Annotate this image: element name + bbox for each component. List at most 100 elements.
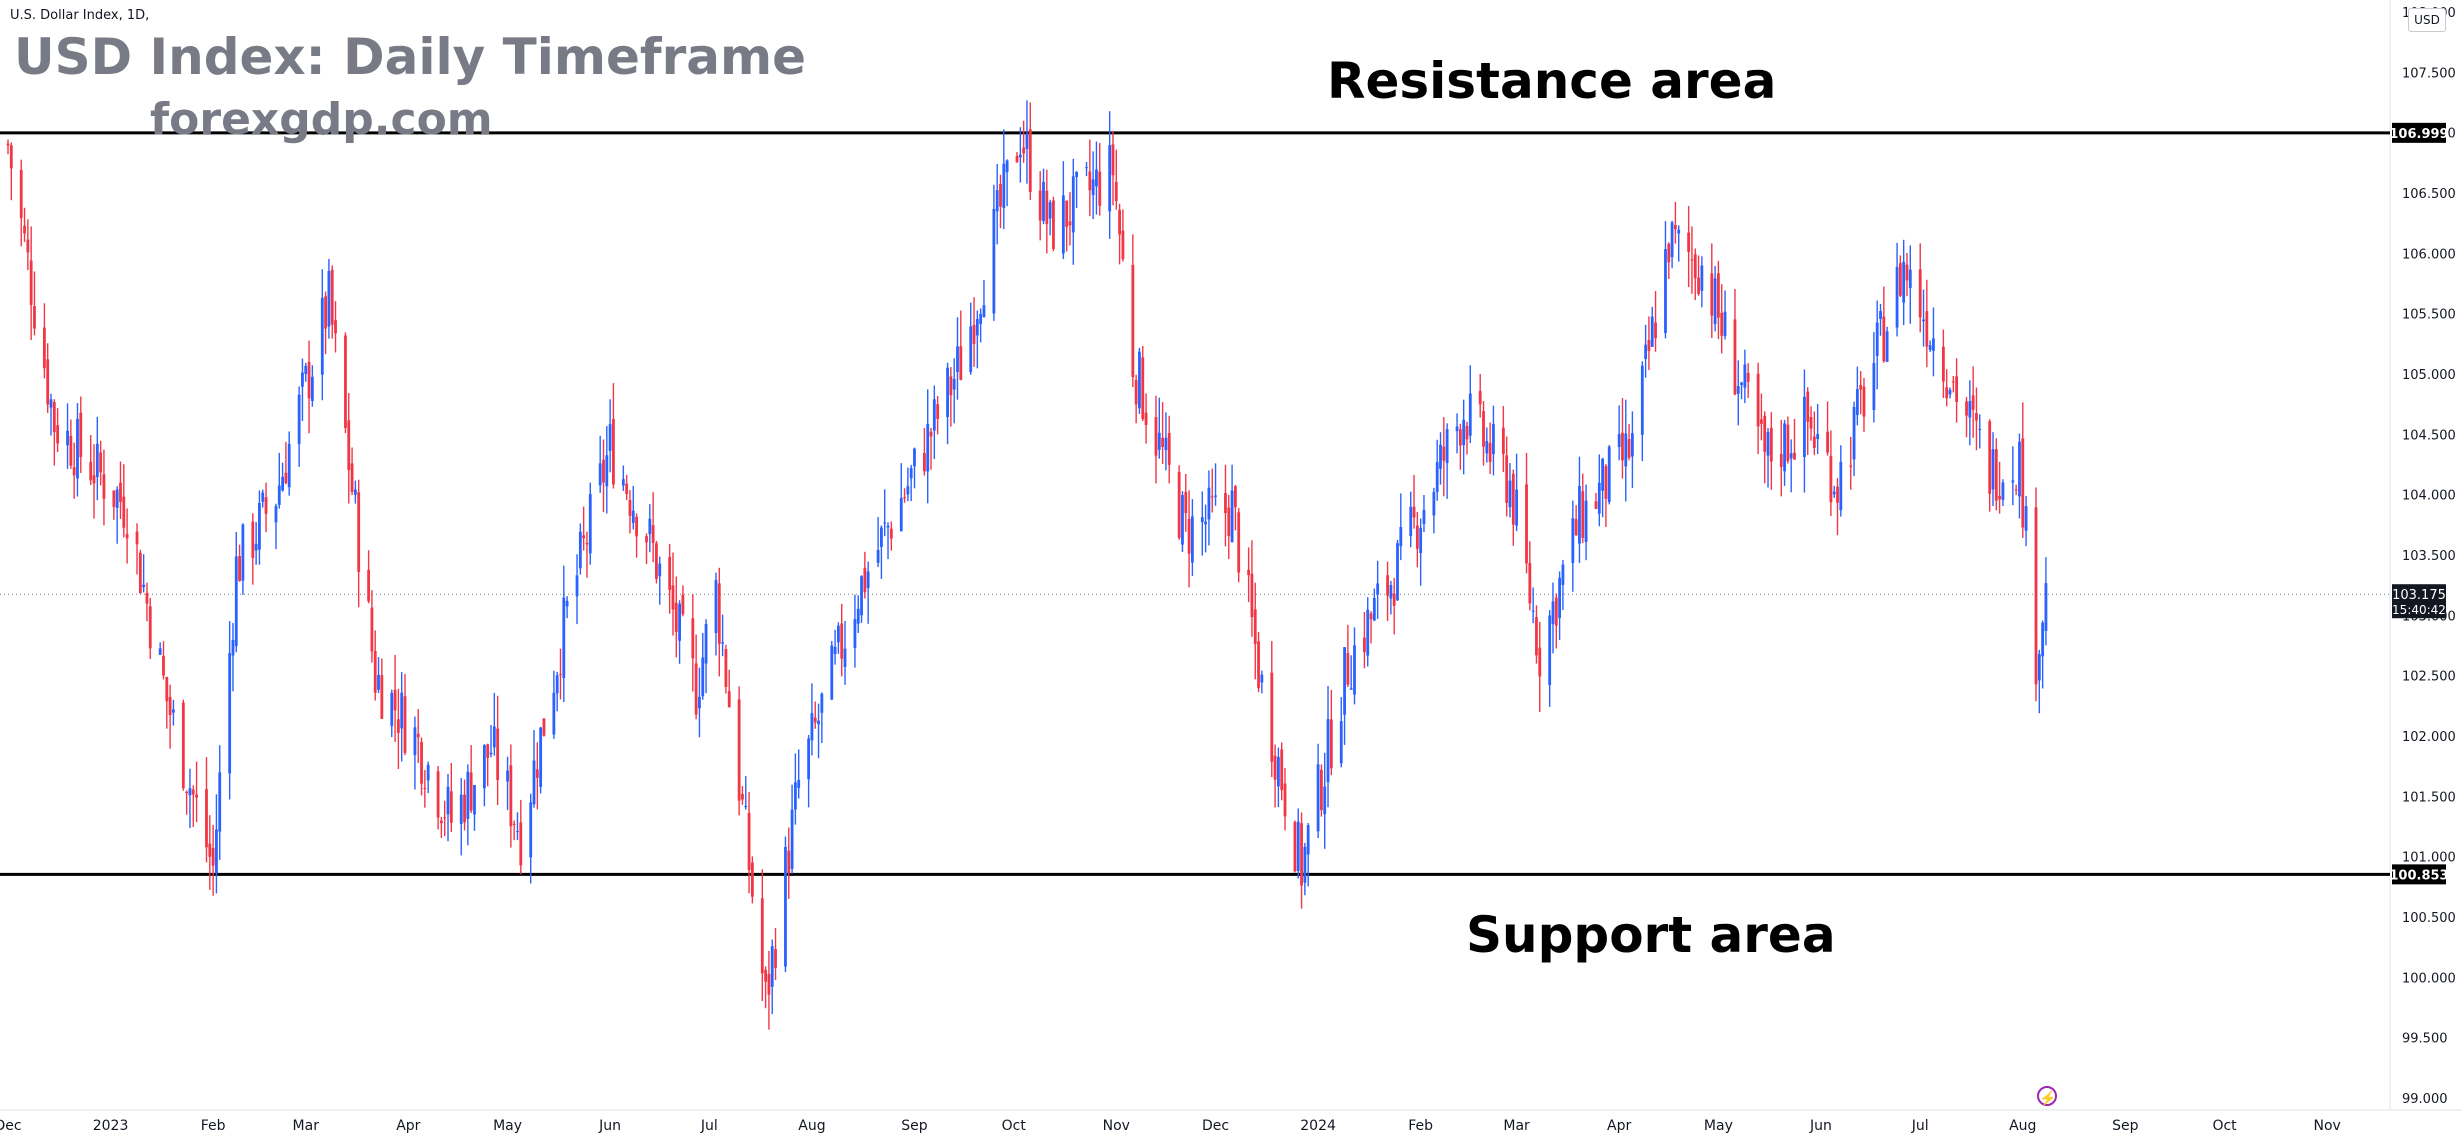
candle-body (29, 260, 33, 306)
candle-body (969, 326, 973, 373)
candle-body (1955, 376, 1959, 403)
candle-body (608, 424, 612, 451)
candle-body (1028, 129, 1032, 193)
candle-body (390, 692, 394, 727)
candle-body (1095, 169, 1098, 187)
candle-body (168, 696, 172, 716)
level-label-bg (2392, 122, 2446, 143)
candle-body (1779, 453, 1783, 468)
x-tick-label: Oct (1002, 1118, 1027, 1134)
candle-body (1756, 373, 1760, 427)
candle-body (142, 584, 146, 588)
candle-body (1200, 517, 1204, 523)
candle-body (724, 649, 728, 687)
candle-body (956, 346, 959, 372)
candle-body (1372, 597, 1376, 621)
candle-body (1561, 564, 1565, 585)
candle-body (1482, 411, 1485, 447)
candle-body (1574, 519, 1578, 536)
candle-body (1991, 449, 1995, 490)
candle-body (1723, 311, 1727, 337)
candle-body (1829, 455, 1833, 503)
candle-body (588, 494, 592, 554)
candle-body (347, 420, 351, 471)
candle-body (1181, 495, 1184, 545)
candle-body (1736, 386, 1740, 394)
candle-body (310, 376, 314, 401)
candle-body (744, 805, 748, 808)
candle-body (949, 376, 953, 396)
candle-body (251, 521, 255, 558)
candle-body (2037, 654, 2041, 681)
candle-body (241, 524, 245, 581)
candle-body (883, 522, 887, 524)
candle-body (261, 492, 265, 502)
candle-body (1353, 645, 1356, 695)
candle-body (1941, 346, 1945, 382)
candle-body (1296, 821, 1300, 871)
candle-body (231, 639, 235, 656)
candle-body (165, 677, 169, 702)
candle-body (52, 402, 56, 433)
countdown-label: 15:40:42 (2392, 603, 2446, 617)
candle-body (767, 973, 771, 995)
candle-body (562, 597, 566, 678)
candle-body (1320, 769, 1323, 811)
candle-body (1138, 351, 1141, 409)
candle-body (1951, 381, 1955, 383)
candle-body (228, 653, 232, 774)
candle-body (1793, 452, 1796, 460)
candle-body (1392, 593, 1396, 606)
candle-body (1468, 393, 1472, 436)
candle-body (148, 606, 152, 649)
y-tick-label: 103.500 (2402, 549, 2456, 564)
candle-body (681, 594, 685, 615)
candle-body (1045, 190, 1049, 224)
candle-body (1667, 243, 1671, 263)
candle-body (1584, 500, 1588, 542)
candle-body (403, 696, 407, 753)
candle-body (483, 745, 486, 789)
candle-body (2018, 441, 2021, 497)
flash-icon[interactable]: ⚡ (2037, 1086, 2057, 1106)
candle-body (1022, 147, 1026, 154)
candle-body (138, 552, 142, 594)
candle-body (1700, 265, 1704, 291)
candle-body (1280, 749, 1284, 791)
candle-body (1283, 783, 1287, 817)
candle-body (191, 789, 195, 795)
candle-body (787, 850, 791, 874)
candle-body (1581, 491, 1585, 538)
candle-body (218, 772, 222, 832)
candle-body (1237, 512, 1241, 573)
candle-body (1088, 171, 1092, 191)
candle-body (909, 468, 913, 479)
candle-body (926, 423, 930, 472)
candle-body (1422, 509, 1426, 524)
candle-body (1932, 338, 1935, 351)
candle-body (56, 425, 60, 444)
candle-body (2014, 489, 2018, 491)
candle-body (1607, 446, 1611, 503)
candle-body (1855, 389, 1859, 416)
candle-body (373, 651, 377, 693)
candle-body (1462, 419, 1466, 446)
candle-body (512, 823, 516, 825)
candle-body (952, 378, 956, 390)
candle-body (234, 556, 238, 647)
x-tick-label: May (493, 1118, 522, 1134)
currency-button[interactable]: USD (2408, 8, 2446, 32)
candle-body (466, 771, 470, 819)
candle-body (489, 752, 493, 755)
candle-body (1187, 518, 1191, 554)
candle-body (1898, 263, 1902, 296)
candle-body (866, 571, 870, 589)
candle-body (320, 297, 324, 375)
candle-body (972, 325, 976, 344)
candle-body (423, 788, 427, 790)
candle-body (899, 498, 903, 532)
candle-body (876, 550, 880, 563)
candle-body (1485, 441, 1489, 454)
candle-body (66, 430, 69, 446)
